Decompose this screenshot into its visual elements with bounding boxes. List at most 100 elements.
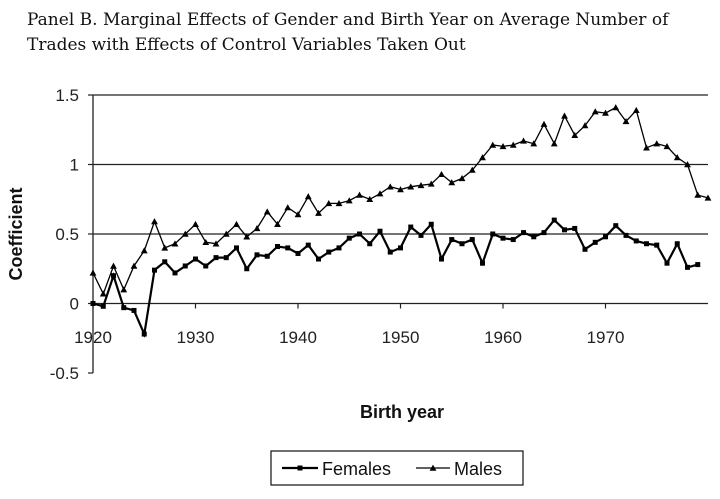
data-point-males [673, 154, 681, 161]
data-point-males [458, 175, 466, 182]
data-point-females [193, 256, 198, 262]
data-point-females [367, 241, 373, 247]
data-point-females [346, 235, 352, 241]
chart-title: Panel B. Marginal Effects of Gender and … [27, 8, 707, 58]
data-point-males [386, 183, 394, 190]
data-point-females [223, 255, 229, 261]
data-point-females [633, 238, 639, 244]
data-point-males [366, 195, 374, 202]
data-point-males [140, 247, 148, 254]
data-point-males [448, 179, 456, 186]
legend: Females Males [270, 450, 524, 486]
data-point-females [480, 260, 485, 266]
data-point-females [541, 230, 547, 236]
data-point-males [397, 186, 404, 193]
data-point-males [243, 233, 251, 240]
data-point-males [171, 240, 179, 247]
data-point-females [603, 234, 608, 240]
data-point-females [100, 303, 106, 309]
data-point-males [345, 197, 353, 204]
legend-label-males: Males [454, 459, 502, 479]
data-point-males [89, 269, 97, 276]
y-tick-label: 1 [70, 156, 79, 175]
data-point-females [111, 273, 116, 279]
data-point-females [326, 249, 332, 255]
data-point-females [408, 224, 414, 230]
data-point-females [234, 245, 239, 251]
data-point-females [521, 230, 526, 236]
data-point-females [275, 244, 280, 250]
data-point-males [591, 108, 599, 115]
data-point-females [551, 217, 557, 223]
y-tick-label: 0 [70, 295, 79, 314]
data-point-females [377, 228, 383, 234]
data-point-males [202, 238, 210, 246]
data-point-females [695, 262, 701, 268]
data-point-females [285, 245, 291, 251]
gridlines [93, 94, 708, 235]
x-tick-label: 1950 [382, 328, 420, 347]
data-point-males [427, 180, 435, 187]
data-point-males [550, 140, 558, 147]
y-tick-label: -0.5 [50, 364, 79, 383]
data-point-females [469, 237, 475, 243]
data-point-males [304, 193, 312, 200]
data-point-males [294, 211, 302, 218]
y-axis-title: Coefficient [6, 187, 26, 280]
data-point-males [99, 290, 107, 297]
x-tick-label: 1960 [484, 328, 522, 347]
data-point-females [654, 242, 660, 248]
data-point-females [203, 263, 209, 269]
data-point-females [213, 255, 219, 261]
data-point-females [141, 331, 147, 337]
data-point-females [131, 307, 137, 313]
data-point-males [438, 170, 445, 177]
data-point-males [499, 143, 507, 150]
data-point-males [120, 286, 128, 293]
data-point-males [192, 220, 199, 227]
data-point-females [295, 250, 301, 256]
data-point-males [325, 200, 333, 207]
legend-marker-females [297, 465, 303, 471]
data-point-males [684, 161, 691, 168]
data-point-males [233, 220, 240, 227]
data-point-males [181, 230, 189, 237]
data-point-males [581, 122, 589, 129]
data-point-females [459, 241, 465, 247]
x-axis-title: Birth year [360, 402, 444, 422]
data-point-females [182, 263, 188, 269]
data-point-males [632, 106, 640, 114]
data-point-females [510, 237, 516, 243]
data-point-females [582, 246, 588, 252]
tick-labels: -0.5 0 0.5 1 1.5 1920 1930 1940 1950 1960 1970 [50, 86, 625, 383]
x-tick-label: 1930 [177, 328, 215, 347]
data-point-females [316, 256, 321, 262]
data-point-males [130, 262, 138, 269]
data-point-males [643, 144, 650, 151]
data-point-females [664, 260, 670, 266]
data-point-females [490, 231, 496, 237]
data-point-males [222, 230, 230, 237]
data-point-males [561, 112, 568, 119]
data-point-females [623, 232, 629, 238]
legend-marker-males [429, 464, 437, 471]
data-point-males [376, 190, 384, 197]
data-point-males [571, 131, 579, 139]
data-point-males [356, 191, 363, 198]
data-point-females [387, 249, 393, 255]
data-point-females [162, 259, 168, 265]
y-tick-label: 0.5 [55, 225, 79, 244]
data-point-females [674, 241, 680, 247]
data-point-females [613, 223, 619, 229]
data-point-males [540, 120, 548, 127]
data-point-females [357, 231, 362, 237]
data-point-males [274, 220, 281, 227]
data-point-males [335, 200, 343, 207]
series-layer [89, 104, 712, 338]
data-point-males [479, 154, 486, 161]
data-point-males [694, 191, 702, 198]
data-point-males [468, 166, 476, 173]
data-point-females [685, 264, 690, 270]
x-tick-label: 1970 [587, 328, 625, 347]
